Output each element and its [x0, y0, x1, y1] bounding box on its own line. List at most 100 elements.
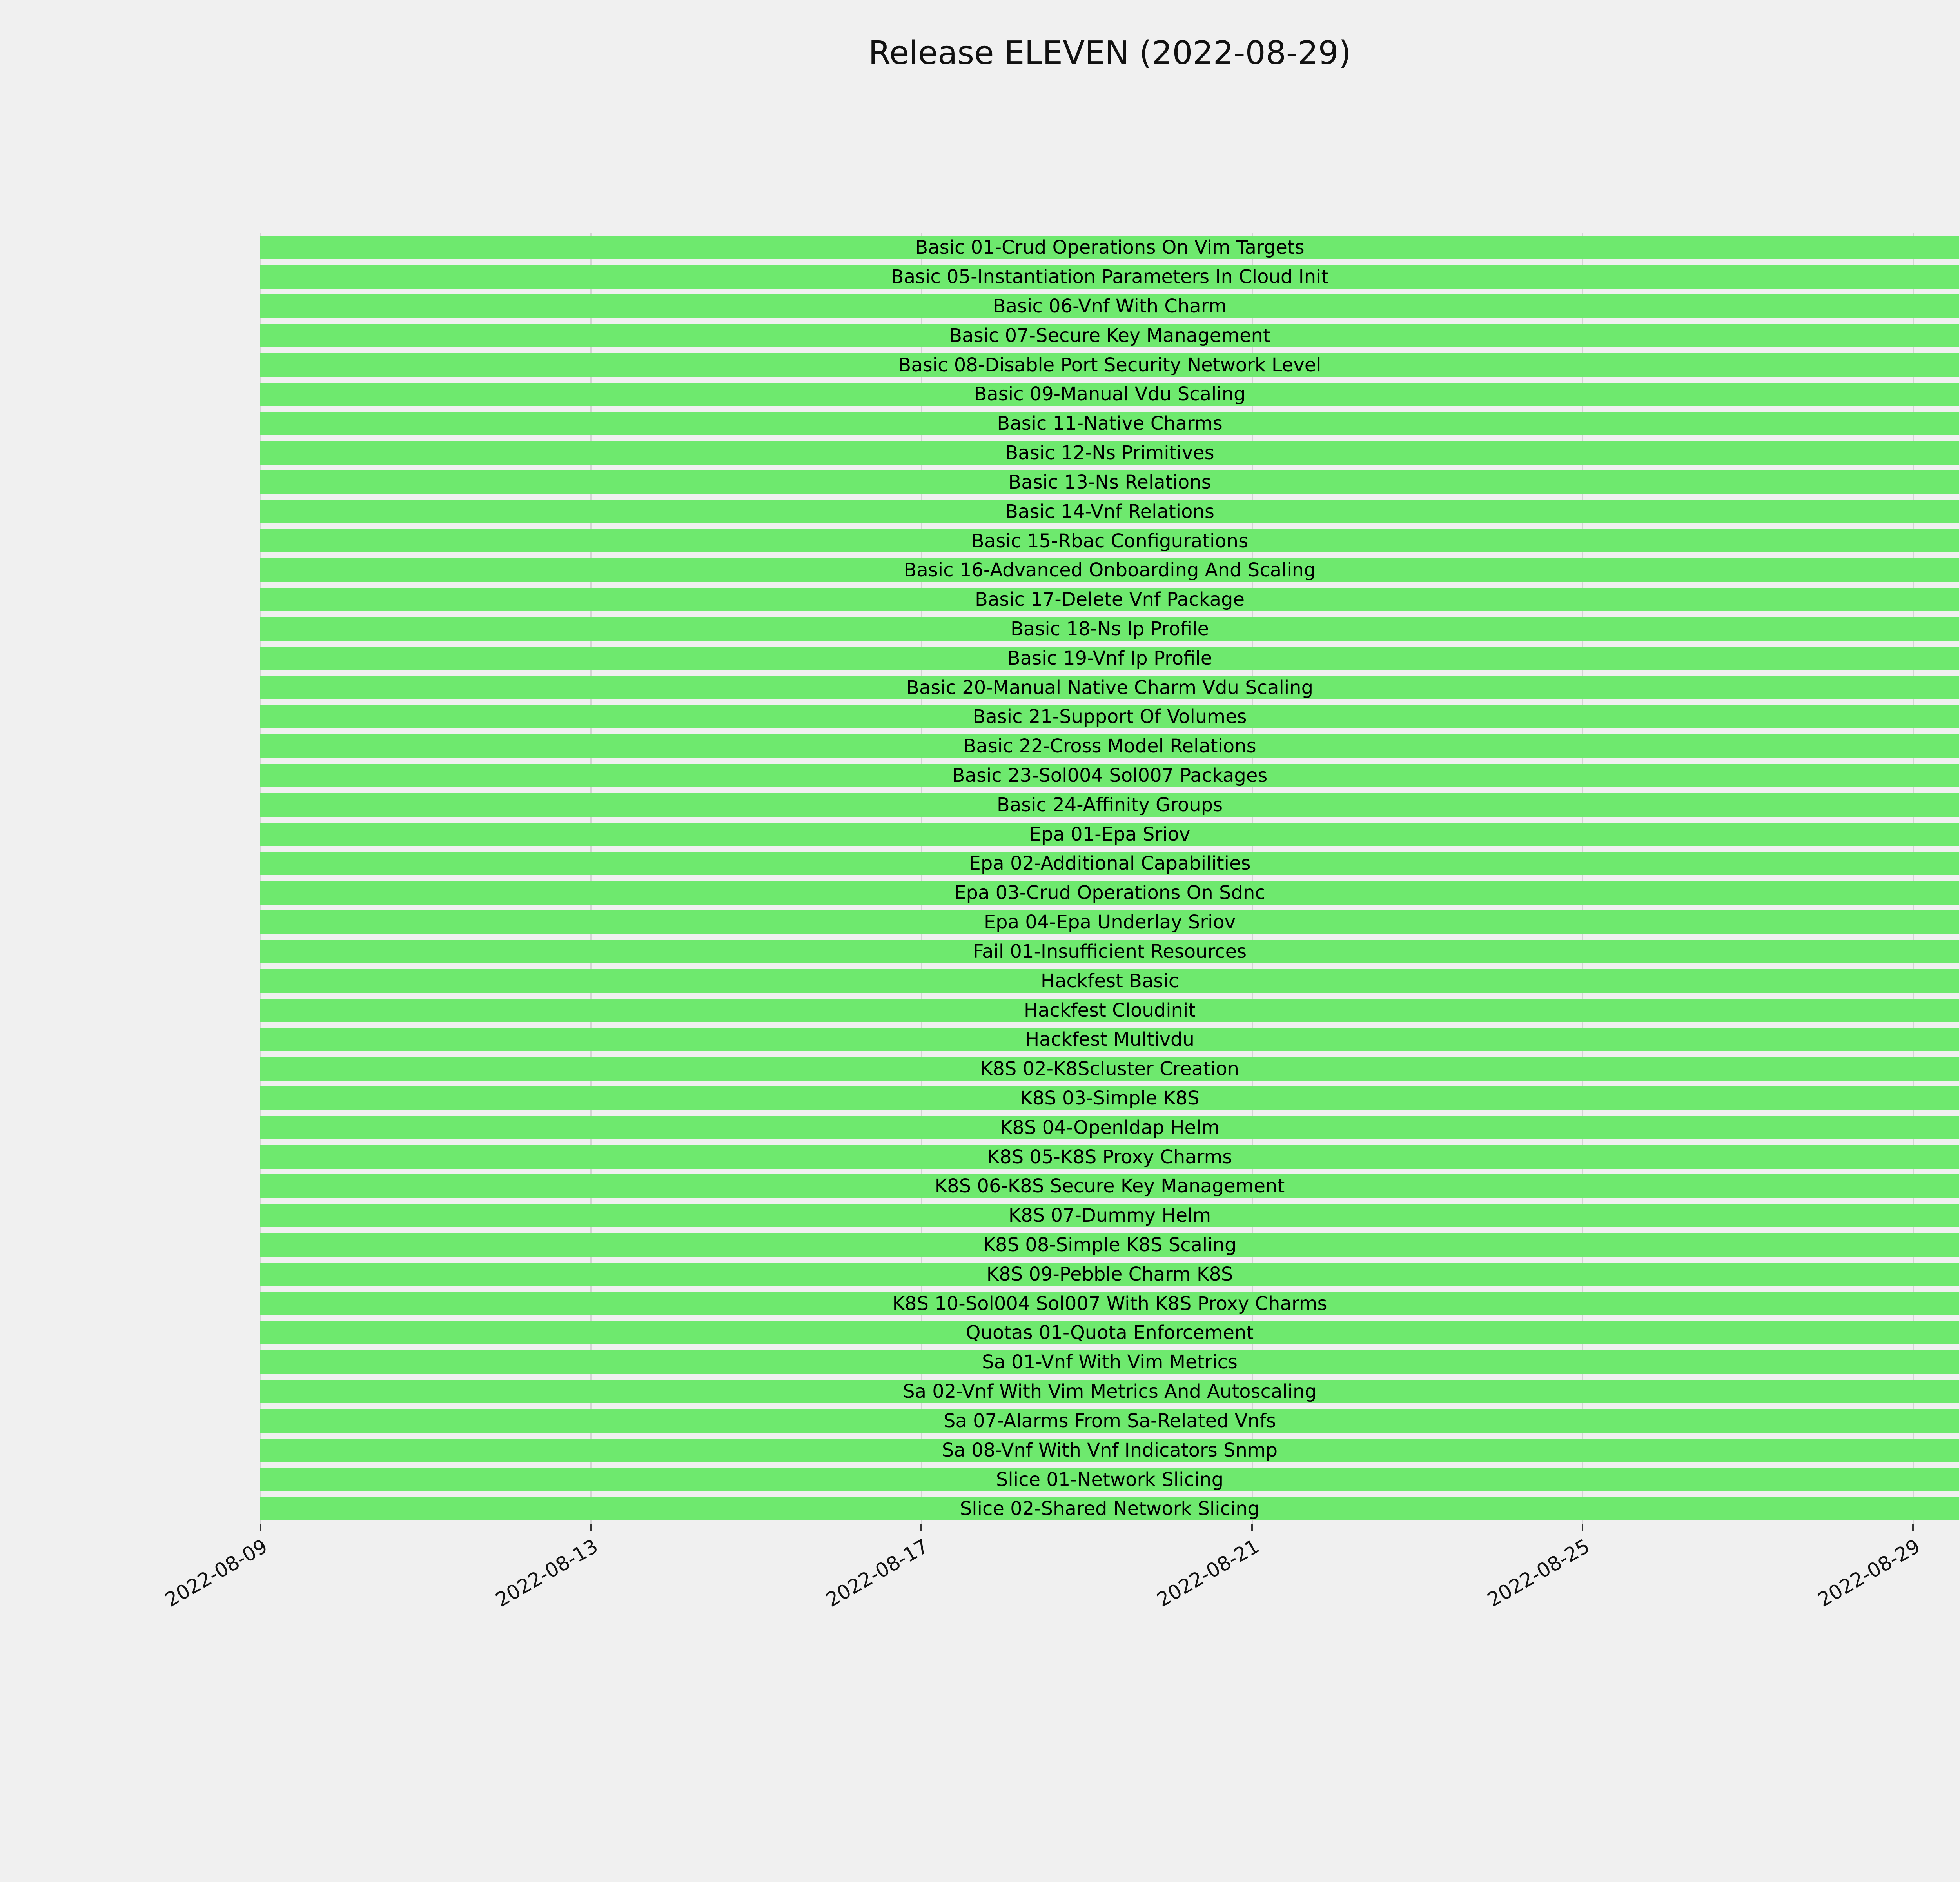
gantt-bar: Slice 02-Shared Network Slicing	[260, 1497, 1959, 1521]
gantt-bar: Basic 13-Ns Relations	[260, 470, 1959, 494]
bar-label: Epa 01-Epa Sriov	[1029, 823, 1191, 845]
bar-label: Basic 12-Ns Primitives	[1005, 442, 1214, 464]
bar-label: K8S 07-Dummy Helm	[1008, 1204, 1211, 1227]
bar-label: K8S 09-Pebble Charm K8S	[986, 1263, 1233, 1285]
gridline	[260, 233, 261, 1524]
gantt-row: Quotas 01-Quota Enforcement	[260, 1318, 1959, 1348]
x-tick-mark	[260, 1524, 261, 1531]
gantt-row: Sa 01-Vnf With Vim Metrics	[260, 1348, 1959, 1377]
bar-label: Basic 09-Manual Vdu Scaling	[974, 383, 1246, 405]
gantt-bar: K8S 05-K8S Proxy Charms	[260, 1145, 1959, 1169]
gantt-row: Basic 01-Crud Operations On Vim Targets	[260, 233, 1959, 262]
bar-label: Basic 07-Secure Key Management	[949, 324, 1270, 347]
bar-label: Hackfest Basic	[1040, 970, 1179, 992]
bar-label: K8S 03-Simple K8S	[1020, 1087, 1200, 1109]
gantt-row: Basic 22-Cross Model Relations	[260, 732, 1959, 761]
bar-label: Basic 19-Vnf Ip Profile	[1007, 647, 1212, 669]
gantt-bar: Basic 19-Vnf Ip Profile	[260, 646, 1959, 670]
bar-label: Basic 15-Rbac Configurations	[971, 530, 1249, 552]
x-tick-mark	[1251, 1524, 1253, 1531]
bar-label: Slice 01-Network Slicing	[996, 1468, 1224, 1491]
gantt-bar: Basic 18-Ns Ip Profile	[260, 617, 1959, 641]
gantt-bar: Basic 21-Support Of Volumes	[260, 705, 1959, 729]
gantt-row: Basic 24-Affinity Groups	[260, 790, 1959, 819]
x-tick-label: 2022-08-17	[822, 1535, 933, 1611]
x-tick-label: 2022-08-29	[1814, 1535, 1924, 1611]
bar-label: Sa 01-Vnf With Vim Metrics	[982, 1351, 1238, 1373]
gantt-row: Basic 18-Ns Ip Profile	[260, 614, 1959, 644]
gantt-row: Basic 13-Ns Relations	[260, 468, 1959, 497]
gantt-bar: Basic 22-Cross Model Relations	[260, 734, 1959, 758]
gantt-bar: Basic 12-Ns Primitives	[260, 441, 1959, 465]
gantt-bar: Basic 07-Secure Key Management	[260, 323, 1959, 347]
gantt-bar: K8S 03-Simple K8S	[260, 1086, 1959, 1110]
gantt-row: Hackfest Cloudinit	[260, 995, 1959, 1025]
x-tick-mark	[1912, 1524, 1914, 1531]
gantt-row: Basic 12-Ns Primitives	[260, 438, 1959, 468]
x-tick-label: 2022-08-21	[1153, 1535, 1263, 1611]
gantt-bar: Hackfest Multivdu	[260, 1028, 1959, 1052]
bar-label: Basic 18-Ns Ip Profile	[1010, 618, 1209, 640]
bar-label: Basic 21-Support Of Volumes	[973, 706, 1247, 728]
bar-label: Basic 22-Cross Model Relations	[963, 735, 1256, 758]
gridline	[590, 233, 592, 1524]
bar-label: Epa 04-Epa Underlay Sriov	[984, 911, 1236, 934]
bars-container: Basic 01-Crud Operations On Vim Targets B…	[260, 233, 1959, 1524]
x-tick-mark	[590, 1524, 592, 1531]
bar-label: Basic 14-Vnf Relations	[1005, 500, 1214, 523]
gantt-row: K8S 06-K8S Secure Key Management	[260, 1172, 1959, 1201]
gantt-row: Sa 08-Vnf With Vnf Indicators Snmp	[260, 1435, 1959, 1465]
gantt-row: K8S 10-Sol004 Sol007 With K8S Proxy Char…	[260, 1289, 1959, 1318]
bar-label: Basic 05-Instantiation Parameters In Clo…	[891, 266, 1329, 288]
bar-label: Basic 23-Sol004 Sol007 Packages	[952, 765, 1268, 787]
bar-label: Fail 01-Insufficient Resources	[973, 940, 1247, 963]
gantt-row: Basic 16-Advanced Onboarding And Scaling	[260, 556, 1959, 585]
bar-label: Basic 11-Native Charms	[997, 412, 1223, 435]
gantt-row: Fail 01-Insufficient Resources	[260, 937, 1959, 966]
gantt-bar: Epa 04-Epa Underlay Sriov	[260, 910, 1959, 934]
gantt-bar: Epa 02-Additional Capabilities	[260, 852, 1959, 876]
gantt-row: Epa 03-Crud Operations On Sdnc	[260, 878, 1959, 908]
gantt-row: K8S 07-Dummy Helm	[260, 1201, 1959, 1230]
bar-label: Basic 17-Delete Vnf Package	[975, 589, 1245, 611]
bar-label: Slice 02-Shared Network Slicing	[960, 1498, 1260, 1520]
gantt-row: Basic 09-Manual Vdu Scaling	[260, 380, 1959, 409]
gantt-bar: Sa 07-Alarms From Sa-Related Vnfs	[260, 1409, 1959, 1433]
x-tick-mark	[920, 1524, 922, 1531]
x-tick-label: 2022-08-25	[1483, 1535, 1593, 1611]
bar-label: K8S 05-K8S Proxy Charms	[987, 1146, 1232, 1168]
plot-area: Basic 01-Crud Operations On Vim Targets B…	[260, 233, 1959, 1524]
gantt-bar: Epa 01-Epa Sriov	[260, 822, 1959, 846]
gantt-row: Hackfest Basic	[260, 966, 1959, 995]
gantt-bar: Basic 14-Vnf Relations	[260, 500, 1959, 523]
bar-label: Basic 13-Ns Relations	[1008, 471, 1211, 493]
gantt-bar: Sa 08-Vnf With Vnf Indicators Snmp	[260, 1438, 1959, 1462]
gridline	[1913, 233, 1914, 1524]
gantt-row: Sa 02-Vnf With Vim Metrics And Autoscali…	[260, 1377, 1959, 1406]
bar-label: Sa 07-Alarms From Sa-Related Vnfs	[943, 1410, 1276, 1432]
bar-label: Basic 24-Affinity Groups	[996, 794, 1223, 816]
gantt-bar: Fail 01-Insufficient Resources	[260, 939, 1959, 963]
gantt-bar: K8S 02-K8Scluster Creation	[260, 1057, 1959, 1081]
bar-label: Basic 16-Advanced Onboarding And Scaling	[904, 559, 1316, 581]
gantt-bar: K8S 10-Sol004 Sol007 With K8S Proxy Char…	[260, 1292, 1959, 1315]
bar-label: Epa 03-Crud Operations On Sdnc	[954, 882, 1265, 904]
gantt-row: Basic 06-Vnf With Charm	[260, 292, 1959, 321]
gantt-bar: K8S 07-Dummy Helm	[260, 1204, 1959, 1228]
gantt-row: K8S 09-Pebble Charm K8S	[260, 1259, 1959, 1289]
bar-label: K8S 06-K8S Secure Key Management	[935, 1175, 1285, 1197]
bar-label: Basic 08-Disable Port Security Network L…	[898, 354, 1321, 376]
x-tick-mark	[1581, 1524, 1583, 1531]
gantt-bar: Basic 23-Sol004 Sol007 Packages	[260, 764, 1959, 787]
bar-label: Basic 01-Crud Operations On Vim Targets	[915, 236, 1305, 259]
gantt-row: Sa 07-Alarms From Sa-Related Vnfs	[260, 1406, 1959, 1436]
gantt-bar: Basic 17-Delete Vnf Package	[260, 588, 1959, 612]
gantt-bar: K8S 09-Pebble Charm K8S	[260, 1262, 1959, 1286]
gantt-bar: Quotas 01-Quota Enforcement	[260, 1321, 1959, 1345]
gantt-row: Basic 19-Vnf Ip Profile	[260, 643, 1959, 673]
gantt-row: Epa 04-Epa Underlay Sriov	[260, 908, 1959, 937]
gantt-bar: Basic 09-Manual Vdu Scaling	[260, 382, 1959, 406]
bar-label: K8S 08-Simple K8S Scaling	[983, 1234, 1237, 1256]
gantt-bar: Hackfest Basic	[260, 969, 1959, 993]
gantt-row: K8S 05-K8S Proxy Charms	[260, 1142, 1959, 1172]
